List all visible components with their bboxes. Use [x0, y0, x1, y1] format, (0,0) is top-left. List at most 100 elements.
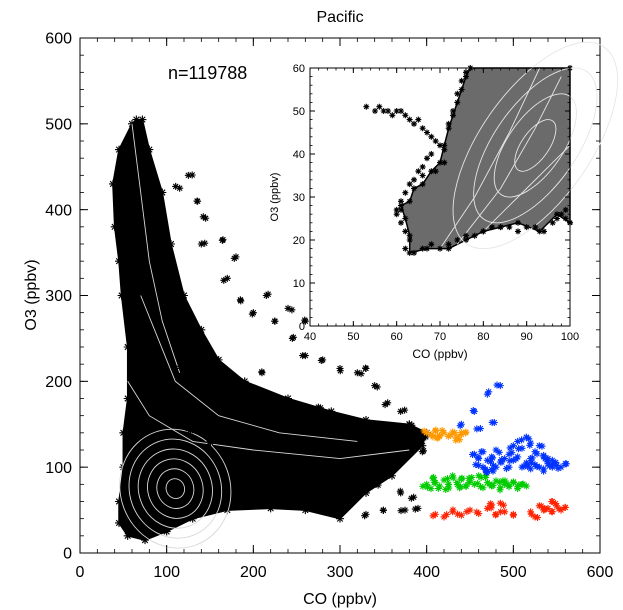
data-point [479, 484, 487, 492]
data-point [443, 511, 451, 519]
data-point [527, 508, 535, 516]
y-tick-label: 0 [299, 321, 305, 333]
data-point [251, 453, 259, 461]
data-point [483, 504, 491, 512]
contour-line [147, 458, 204, 519]
data-point [371, 480, 379, 488]
data-point [524, 463, 532, 471]
data-point [509, 456, 517, 464]
contour-line [456, 76, 562, 245]
data-point [385, 108, 391, 114]
data-point [491, 511, 499, 519]
y-tick-label: 60 [293, 63, 305, 75]
data-point [249, 450, 257, 458]
data-point [434, 434, 442, 442]
data-point [475, 461, 483, 469]
contour-line [119, 428, 232, 549]
data-point [508, 449, 516, 457]
annotation-n: n=119788 [168, 63, 247, 83]
data-point [495, 448, 503, 456]
data-point [206, 438, 214, 446]
data-point [523, 224, 530, 231]
data-point [458, 77, 465, 84]
dense-edge-marker [362, 415, 370, 424]
x-tick-label: 200 [240, 564, 267, 581]
data-point [380, 108, 387, 114]
dense-edge-marker [123, 343, 132, 351]
dense-edge-marker [463, 73, 469, 80]
dense-edge-marker [117, 291, 126, 300]
data-point [496, 486, 504, 494]
dense-edge-marker [411, 185, 417, 192]
data-point [489, 224, 495, 231]
data-point [419, 125, 426, 132]
data-point [381, 401, 389, 409]
data-point [424, 483, 432, 491]
data-point [548, 508, 556, 516]
data-point [371, 382, 379, 390]
dense-edge-marker [406, 249, 413, 256]
data-point [428, 151, 435, 157]
x-tick-label: 100 [561, 331, 579, 343]
data-point [336, 367, 344, 375]
data-point [463, 69, 469, 76]
data-point [176, 184, 184, 192]
data-point [447, 431, 455, 439]
data-point [528, 454, 536, 462]
data-point [462, 428, 470, 436]
x-tick-label: 70 [434, 331, 446, 343]
data-point [424, 129, 430, 136]
data-point [407, 494, 415, 502]
dense-edge-marker [454, 99, 461, 106]
data-point [456, 436, 464, 444]
data-point [496, 382, 504, 390]
dense-edge-marker [162, 527, 171, 536]
data-point [408, 421, 416, 429]
data-point [372, 108, 378, 114]
dense-edge-marker [123, 531, 132, 540]
data-point [548, 456, 556, 464]
dense-edge-marker [419, 181, 426, 188]
dense-edge-marker [536, 228, 543, 235]
y-axis-label: O3 (ppbv) [23, 259, 40, 330]
data-point [465, 474, 473, 482]
data-point [288, 306, 296, 314]
data-point [428, 133, 435, 140]
data-point [468, 450, 476, 458]
data-point [515, 445, 523, 453]
data-point [440, 513, 448, 521]
x-tick-label: 400 [413, 564, 440, 581]
data-point [505, 450, 513, 458]
dense-edge-marker [445, 245, 452, 252]
data-point [500, 501, 508, 509]
data-point [393, 108, 400, 114]
y-tick-label: 500 [45, 116, 72, 133]
data-point [411, 176, 417, 183]
contour-line [473, 67, 598, 224]
dense-edge-marker [110, 222, 119, 231]
y-tick-label: 400 [45, 202, 72, 219]
data-point [397, 407, 405, 415]
data-point [562, 460, 570, 468]
data-point [509, 442, 517, 450]
data-point [554, 215, 560, 222]
dense-edge-marker [402, 215, 409, 222]
data-point [457, 511, 465, 519]
dense-edge-marker [266, 504, 275, 513]
data-point [501, 477, 509, 485]
data-point [170, 364, 178, 372]
data-point [414, 428, 422, 436]
dense-point-cloud [108, 115, 431, 545]
inset-x-axis-label: CO (ppbv) [412, 347, 467, 361]
density-contours [119, 123, 410, 549]
data-point [432, 168, 439, 175]
contour-line [137, 448, 213, 529]
data-point [361, 512, 369, 520]
dense-edge-marker [463, 237, 469, 243]
data-point [520, 462, 528, 470]
data-point [438, 426, 446, 434]
y-tick-label: 30 [293, 192, 305, 204]
dense-edge-marker [441, 142, 448, 149]
data-point [528, 459, 536, 467]
data-point [471, 232, 478, 239]
